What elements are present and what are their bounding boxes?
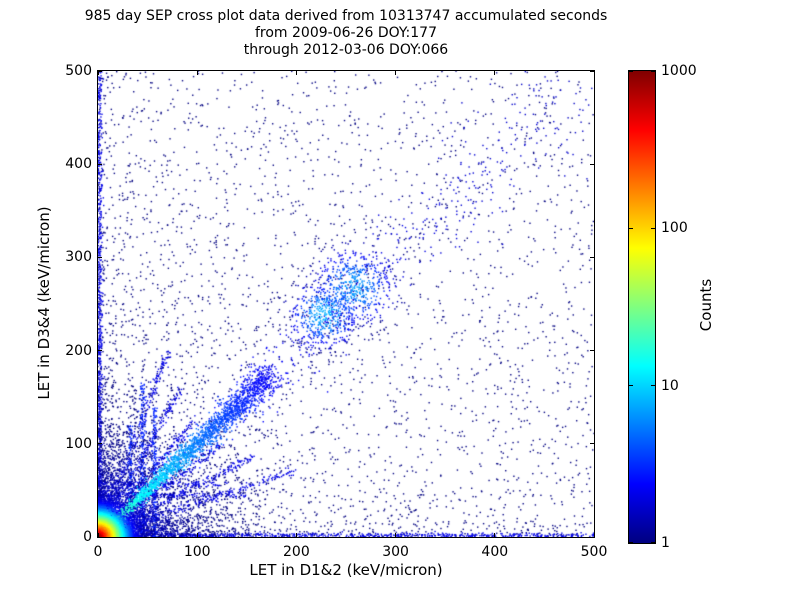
plot-title-line3: through 2012-03-06 DOY:066 bbox=[243, 42, 449, 58]
colorbar-tick-mark bbox=[651, 227, 655, 229]
y-tick-mark bbox=[590, 256, 594, 258]
scatter-canvas bbox=[98, 71, 594, 537]
x-tick-mark bbox=[196, 533, 198, 537]
y-tick-mark bbox=[98, 256, 102, 258]
x-tick-mark bbox=[593, 533, 595, 537]
colorbar-tick-label: 100 bbox=[661, 220, 688, 237]
colorbar-tick-mark bbox=[629, 542, 633, 543]
colorbar-tick-label: 1 bbox=[661, 535, 670, 551]
colorbar bbox=[628, 70, 656, 544]
colorbar-tick-mark bbox=[629, 71, 633, 72]
colorbar-tick-label: 1000 bbox=[661, 63, 697, 79]
colorbar-tick-mark bbox=[629, 227, 633, 229]
y-tick-label: 0 bbox=[83, 529, 92, 545]
colorbar-tick-mark bbox=[651, 385, 655, 387]
x-tick-label: 100 bbox=[183, 544, 211, 560]
x-tick-mark bbox=[593, 71, 595, 75]
y-tick-label: 400 bbox=[65, 156, 92, 173]
y-tick-mark bbox=[590, 350, 594, 352]
x-tick-label: 0 bbox=[93, 544, 103, 560]
x-tick-mark bbox=[295, 71, 297, 75]
plot-title-line2: from 2009-06-26 DOY:177 bbox=[254, 25, 438, 41]
colorbar-tick-mark bbox=[651, 71, 655, 72]
y-tick-mark bbox=[98, 163, 102, 165]
y-tick-label: 100 bbox=[65, 435, 92, 452]
x-tick-label: 300 bbox=[382, 544, 409, 560]
x-tick-mark bbox=[97, 533, 99, 537]
y-axis-label: LET in D3&4 (keV/micron) bbox=[35, 206, 53, 400]
x-tick-mark bbox=[196, 71, 198, 75]
y-tick-label: 200 bbox=[65, 342, 92, 359]
y-tick-mark bbox=[98, 70, 102, 72]
x-tick-mark bbox=[295, 533, 297, 537]
x-tick-mark bbox=[395, 71, 397, 75]
y-tick-mark bbox=[98, 536, 102, 538]
x-tick-label: 500 bbox=[580, 544, 608, 560]
y-tick-mark bbox=[590, 443, 594, 445]
x-tick-mark bbox=[97, 71, 99, 75]
x-tick-mark bbox=[494, 533, 496, 537]
y-tick-label: 300 bbox=[65, 249, 92, 266]
plot-area bbox=[97, 70, 595, 538]
y-tick-mark bbox=[590, 163, 594, 165]
x-axis-label: LET in D1&2 (keV/micron) bbox=[249, 561, 443, 579]
colorbar-tick-mark bbox=[651, 542, 655, 543]
plot-title-line1: 985 day SEP cross plot data derived from… bbox=[84, 8, 608, 24]
colorbar-tick-mark bbox=[629, 385, 633, 387]
x-tick-label: 200 bbox=[283, 544, 310, 560]
y-tick-mark bbox=[98, 350, 102, 352]
x-tick-mark bbox=[395, 533, 397, 537]
x-tick-label: 400 bbox=[481, 544, 509, 560]
colorbar-tick-label: 10 bbox=[661, 377, 679, 394]
y-tick-mark bbox=[98, 443, 102, 445]
y-tick-mark bbox=[590, 70, 594, 72]
y-tick-mark bbox=[590, 536, 594, 538]
colorbar-label: Counts bbox=[697, 278, 715, 332]
x-tick-mark bbox=[494, 71, 496, 75]
y-tick-label: 500 bbox=[65, 63, 92, 79]
